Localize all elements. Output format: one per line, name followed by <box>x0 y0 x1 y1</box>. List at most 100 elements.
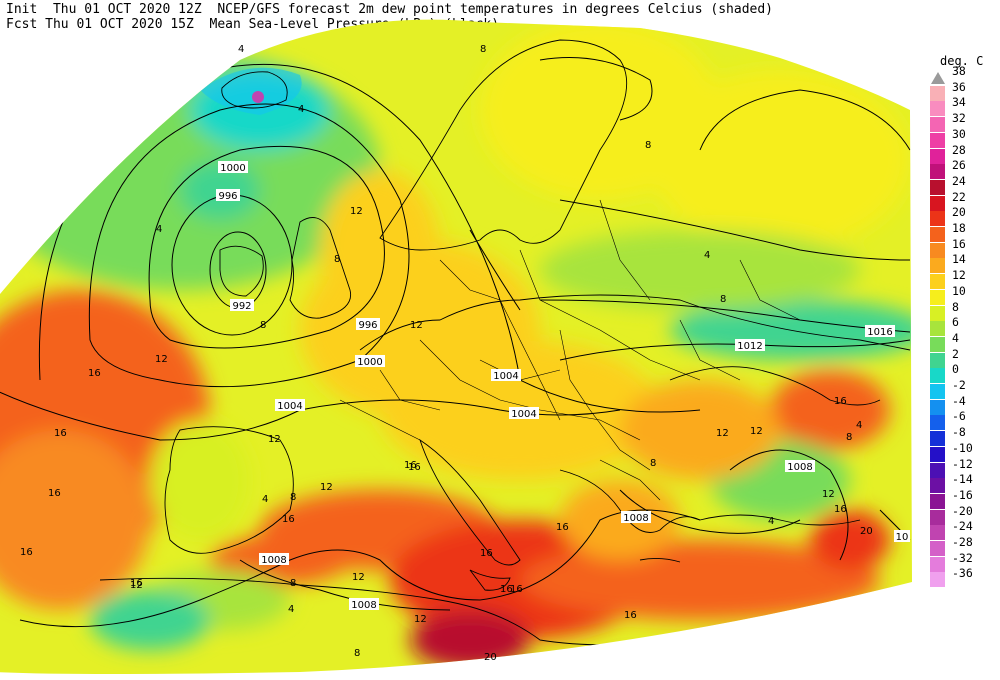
legend-label: -16 <box>952 487 973 502</box>
isobar-label: 1004 <box>493 371 518 382</box>
legend-swatch <box>930 572 945 588</box>
svg-text:4: 4 <box>856 420 862 431</box>
legend-label: 8 <box>952 299 959 314</box>
legend-swatch <box>930 509 945 525</box>
legend-label: 18 <box>952 221 966 235</box>
svg-text:16: 16 <box>282 514 295 525</box>
legend-label: 0 <box>952 362 959 377</box>
legend-label: 16 <box>952 236 966 251</box>
legend-label: -32 <box>952 550 973 565</box>
legend-label: 6 <box>952 315 959 330</box>
legend-label: 28 <box>952 142 966 157</box>
legend-swatch <box>930 164 945 180</box>
svg-text:8: 8 <box>480 44 486 55</box>
svg-text:12: 12 <box>320 482 333 493</box>
isobar-label: 1004 <box>277 401 302 412</box>
legend-label: -12 <box>952 456 973 471</box>
legend-swatch <box>930 132 945 148</box>
svg-text:4: 4 <box>288 604 294 615</box>
legend-label: -2 <box>952 378 966 392</box>
svg-text:8: 8 <box>645 140 651 151</box>
legend-swatch <box>930 431 945 447</box>
svg-text:20: 20 <box>860 526 873 537</box>
svg-text:16: 16 <box>556 522 569 533</box>
svg-text:16: 16 <box>500 584 513 595</box>
isobar-label: 1008 <box>351 600 376 611</box>
svg-text:16: 16 <box>510 584 523 595</box>
svg-text:16: 16 <box>130 578 143 589</box>
legend-swatch <box>930 493 945 509</box>
svg-text:4: 4 <box>298 104 304 115</box>
legend-label: -36 <box>952 566 973 581</box>
isobar-labels: 1000 996 992 996 1000 1004 1004 1004 100… <box>216 161 910 611</box>
legend-swatch <box>930 179 945 195</box>
legend-swatch <box>930 148 945 164</box>
legend-label: 32 <box>952 111 966 126</box>
legend-overflow-arrow-icon <box>931 72 945 84</box>
legend-swatch <box>930 352 945 368</box>
legend-swatch <box>930 446 945 462</box>
svg-text:16: 16 <box>408 462 421 473</box>
legend-label: -4 <box>952 393 966 408</box>
legend-swatch <box>930 274 945 290</box>
isobar-label: 10 <box>896 532 909 543</box>
svg-text:16: 16 <box>834 504 847 515</box>
legend-swatch <box>930 399 945 415</box>
legend-swatch <box>930 305 945 321</box>
isobar-label: 1008 <box>787 462 812 473</box>
legend-swatch <box>930 101 945 117</box>
isobar-label: 1000 <box>357 357 382 368</box>
isobar-label: 1008 <box>623 513 648 524</box>
legend-label: -24 <box>952 519 973 534</box>
svg-text:8: 8 <box>650 458 656 469</box>
legend-swatch <box>930 117 945 133</box>
isobar-label: 992 <box>232 301 251 312</box>
legend-label: 30 <box>952 126 966 141</box>
legend-label: 36 <box>952 79 966 94</box>
legend-label: 22 <box>952 189 966 204</box>
legend-swatch <box>930 321 945 337</box>
svg-text:16: 16 <box>48 488 61 499</box>
legend-label: 38 <box>952 64 966 78</box>
legend-swatch <box>930 258 945 274</box>
svg-text:20: 20 <box>484 652 497 663</box>
legend-swatch <box>930 242 945 258</box>
svg-text:8: 8 <box>260 320 266 331</box>
svg-text:16: 16 <box>54 428 67 439</box>
legend-label: 14 <box>952 252 966 267</box>
legend-swatch <box>930 85 945 101</box>
legend-swatch <box>930 462 945 478</box>
legend-label: -8 <box>952 425 966 440</box>
svg-text:12: 12 <box>350 206 363 217</box>
svg-text:12: 12 <box>155 354 168 365</box>
legend-label: -20 <box>952 503 973 518</box>
svg-text:12: 12 <box>130 580 143 591</box>
svg-text:8: 8 <box>334 254 340 265</box>
legend-swatch <box>930 541 945 556</box>
svg-text:12: 12 <box>414 614 427 625</box>
legend-label: 4 <box>952 330 959 345</box>
isobar-label: 996 <box>218 191 237 202</box>
svg-text:8: 8 <box>290 578 296 589</box>
isobar-label: 1012 <box>737 341 762 352</box>
svg-text:16: 16 <box>624 610 637 621</box>
legend-swatch <box>930 211 945 227</box>
legend-title: deg. C <box>940 54 984 68</box>
legend-label: 20 <box>952 205 966 220</box>
legend-label: 10 <box>952 283 966 298</box>
isobar-label: 1016 <box>867 327 892 338</box>
svg-text:4: 4 <box>262 494 268 505</box>
svg-text:12: 12 <box>268 434 281 445</box>
svg-text:8: 8 <box>354 648 360 659</box>
svg-text:12: 12 <box>750 426 763 437</box>
svg-text:8: 8 <box>290 492 296 503</box>
svg-text:16: 16 <box>20 547 33 558</box>
legend-label: 2 <box>952 346 959 361</box>
svg-text:4: 4 <box>238 44 244 55</box>
legend-swatch <box>930 336 945 352</box>
isobar-label: 1000 <box>220 163 245 174</box>
legend-label: -14 <box>952 472 973 487</box>
svg-text:8: 8 <box>720 294 726 305</box>
svg-text:8: 8 <box>846 432 852 443</box>
svg-text:16: 16 <box>88 368 101 379</box>
